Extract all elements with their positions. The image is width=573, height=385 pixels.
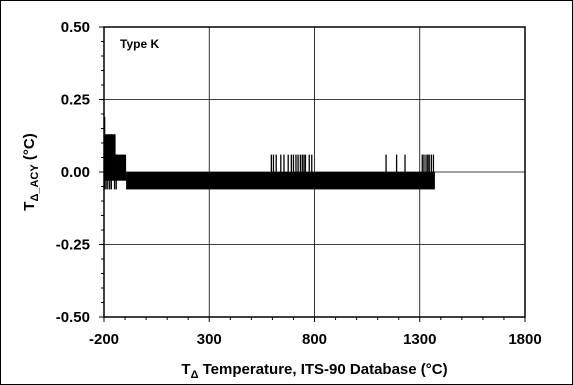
y-axis-label-text: (°C)	[21, 133, 38, 164]
x-tick-label: 1800	[508, 331, 541, 348]
x-tick-label: 300	[197, 331, 222, 348]
y-tick-labels: 0.50 0.25 0.00 -0.25 -0.50	[56, 19, 90, 326]
y-tick-label: -0.50	[56, 309, 90, 326]
x-axis-label-text: Temperature, ITS-90 Database (°C)	[198, 361, 447, 378]
y-tick-label: 0.00	[61, 164, 90, 181]
y-tick-label: 0.50	[61, 19, 90, 36]
y-axis-label-subscript: Δ_ACY	[29, 164, 41, 202]
x-tick-label: 800	[302, 331, 327, 348]
x-axis-label: TΔ Temperature, ITS-90 Database (°C)	[181, 361, 447, 381]
data-series	[103, 116, 435, 190]
x-axis-label-subscript: Δ	[191, 369, 199, 381]
data-band	[115, 154, 127, 181]
x-tick-labels: -200 300 800 1300 1800	[89, 331, 542, 348]
x-tick-label: 1300	[403, 331, 436, 348]
x-tick-label: -200	[89, 331, 119, 348]
y-axis-label-symbol: T	[21, 202, 38, 211]
y-tick-label: 0.25	[61, 92, 90, 109]
y-tick-label: -0.25	[56, 237, 90, 254]
axis-ticks	[99, 26, 526, 322]
y-axis-label: TΔ_ACY (°C)	[21, 133, 41, 210]
x-axis-label-symbol: T	[181, 361, 190, 378]
chart-annotation: Type K	[120, 37, 159, 51]
